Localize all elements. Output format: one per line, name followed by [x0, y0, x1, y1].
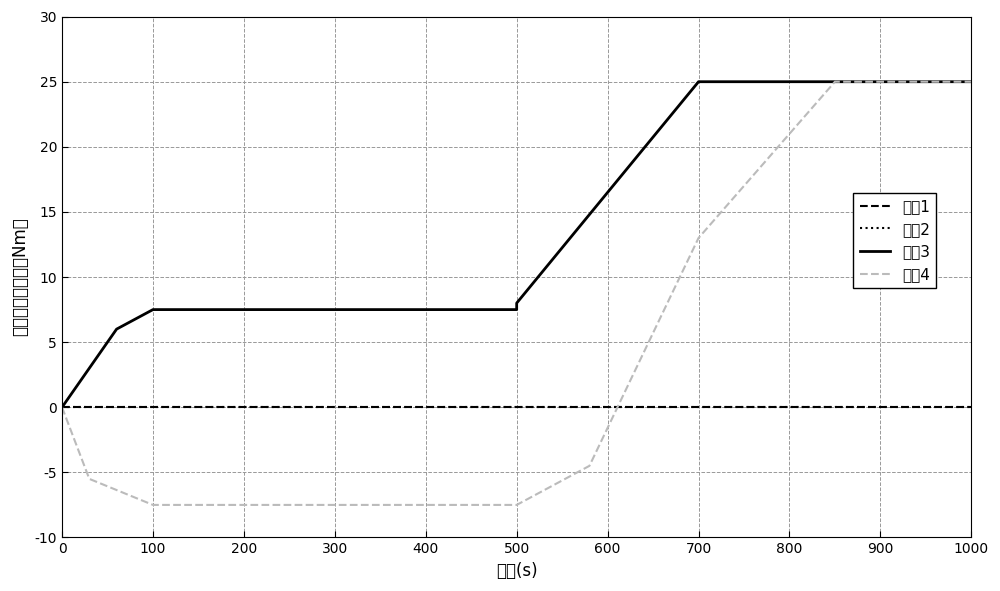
Y-axis label: 各飞轮的角动量（Nm）: 各飞轮的角动量（Nm） — [11, 217, 29, 336]
飞车3 — [147, 306, 159, 313]
Line: 飞车4: 飞车4 — [62, 82, 971, 505]
飞车4 — [56, 404, 68, 411]
飞车4 — [511, 501, 523, 508]
飞车3 — [965, 78, 977, 85]
飞车3 — [56, 404, 68, 411]
Legend: 飞车1, 飞车2, 飞车3, 飞车4: 飞车1, 飞车2, 飞车3, 飞车4 — [853, 193, 936, 288]
X-axis label: 时间(s): 时间(s) — [496, 562, 537, 580]
飞车4 — [829, 78, 841, 85]
飞车4 — [693, 235, 705, 242]
飞车3 — [511, 300, 523, 307]
飞车3 — [111, 326, 123, 333]
飞车4 — [965, 78, 977, 85]
飞车3 — [602, 189, 614, 196]
飞车4 — [511, 501, 523, 508]
飞车4 — [83, 475, 95, 482]
飞车4 — [583, 462, 595, 469]
飞车3 — [511, 306, 523, 313]
Line: 飞车3: 飞车3 — [62, 82, 971, 407]
飞车4 — [147, 501, 159, 508]
飞车3 — [693, 78, 705, 85]
